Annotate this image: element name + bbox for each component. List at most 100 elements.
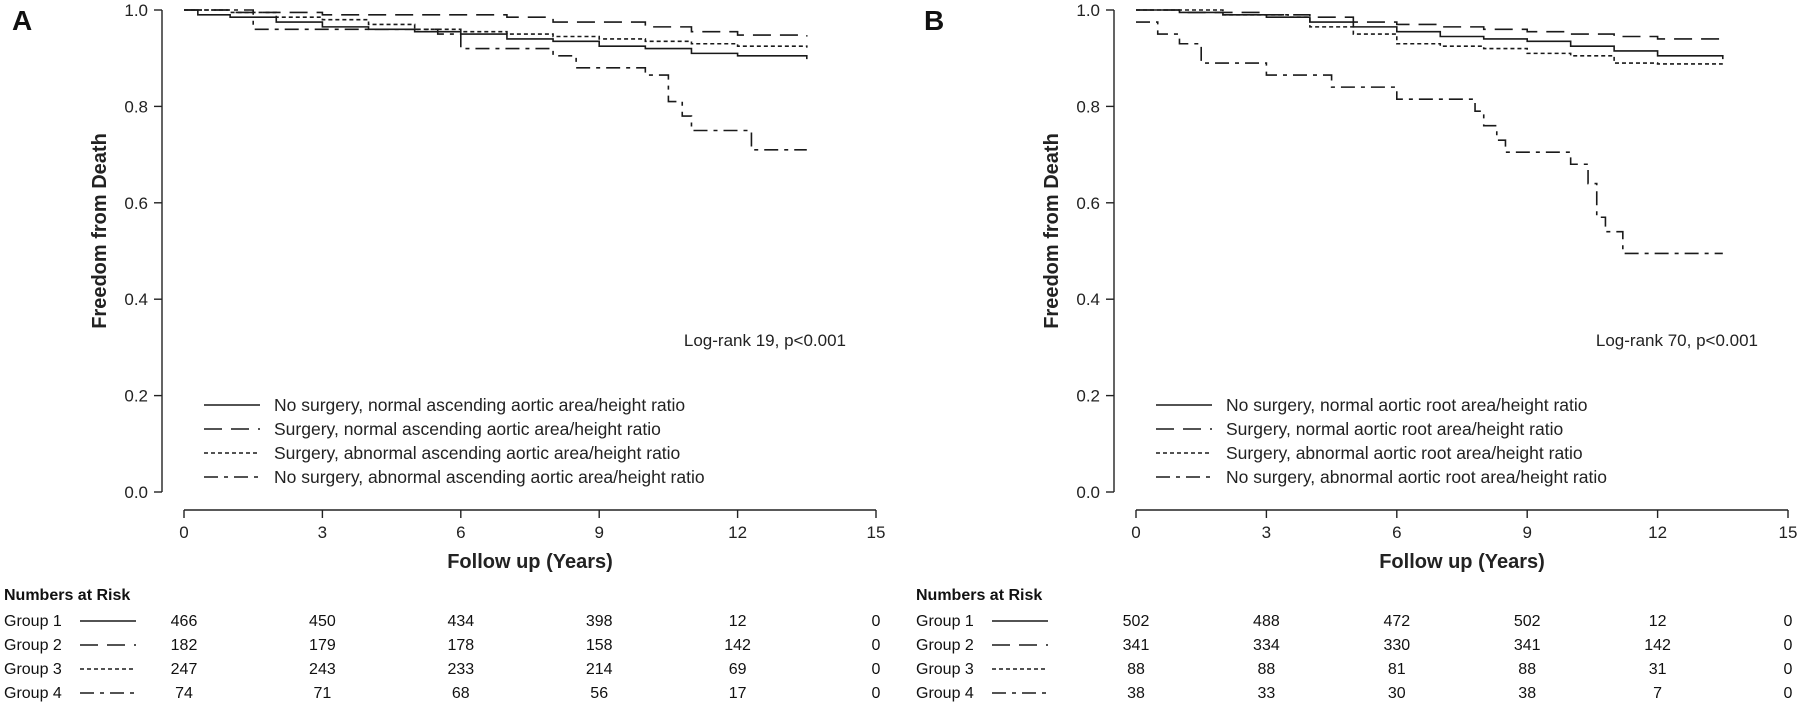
risk-cell: 158 [586,637,613,654]
risk-cell: 179 [309,637,336,654]
risk-row-label: Group 1 [916,613,974,630]
y-tick-label: 1.0 [1076,1,1100,20]
risk-cell: 341 [1123,637,1150,654]
risk-cell: 214 [586,661,613,678]
km-curve-dash-dot [184,9,807,151]
risk-cell: 68 [452,685,470,702]
risk-cell: 0 [1784,613,1793,630]
risk-cell: 12 [1649,613,1667,630]
x-tick-label: 9 [594,523,603,542]
x-tick-label: 3 [1262,523,1271,542]
x-axis-title: Follow up (Years) [447,551,613,573]
x-tick-label: 9 [1522,523,1531,542]
x-tick-label: 12 [728,523,747,542]
risk-cell: 466 [171,613,198,630]
risk-cell: 88 [1127,661,1145,678]
risk-cell: 69 [729,661,747,678]
km-curve-solid [1136,9,1724,60]
risk-cell: 502 [1123,613,1150,630]
risk-cell: 12 [729,613,747,630]
risk-table-title: Numbers at Risk [4,587,130,604]
km-curve-short-dash [184,9,808,48]
risk-cell: 0 [1784,685,1793,702]
y-axis-title: Freedom from Death [89,133,111,329]
legend-entry: No surgery, normal aortic root area/heig… [1226,395,1588,415]
risk-cell: 472 [1383,613,1410,630]
y-tick-label: 0.0 [124,483,148,502]
risk-cell: 17 [729,685,747,702]
risk-cell: 341 [1514,637,1541,654]
risk-cell: 74 [175,685,193,702]
risk-cell: 7 [1653,685,1662,702]
risk-cell: 31 [1649,661,1667,678]
legend-entry: Surgery, normal aortic root area/height … [1226,419,1563,439]
risk-cell: 38 [1127,685,1145,702]
risk-cell: 330 [1383,637,1410,654]
risk-cell: 0 [1784,637,1793,654]
risk-cell: 38 [1518,685,1536,702]
x-tick-label: 3 [318,523,327,542]
y-tick-label: 0.2 [124,387,148,406]
risk-cell: 398 [586,613,613,630]
legend-entry: Surgery, abnormal ascending aortic area/… [274,443,680,463]
risk-cell: 334 [1253,637,1280,654]
risk-cell: 450 [309,613,336,630]
log-rank-annotation: Log-rank 70, p<0.001 [1596,331,1758,350]
risk-cell: 434 [447,613,474,630]
risk-row-label: Group 3 [916,661,974,678]
risk-cell: 88 [1258,661,1276,678]
x-tick-label: 6 [1392,523,1401,542]
risk-cell: 71 [314,685,332,702]
y-tick-label: 1.0 [124,1,148,20]
risk-row-label: Group 4 [4,685,62,702]
risk-table-title: Numbers at Risk [916,587,1042,604]
risk-row-label: Group 2 [4,637,62,654]
risk-cell: 0 [1784,661,1793,678]
risk-cell: 247 [171,661,198,678]
y-tick-label: 0.4 [124,290,148,309]
legend-entry: No surgery, abnormal ascending aortic ar… [274,467,705,487]
x-tick-label: 15 [867,523,886,542]
risk-cell: 88 [1518,661,1536,678]
x-tick-label: 0 [1131,523,1140,542]
y-tick-label: 0.8 [1076,97,1100,116]
risk-cell: 33 [1258,685,1276,702]
x-tick-label: 15 [1779,523,1798,542]
risk-cell: 182 [171,637,198,654]
risk-cell: 142 [1644,637,1671,654]
y-tick-label: 0.8 [124,97,148,116]
x-tick-label: 0 [179,523,188,542]
risk-row-label: Group 1 [4,613,62,630]
risk-cell: 243 [309,661,336,678]
x-tick-label: 12 [1648,523,1667,542]
risk-cell: 0 [872,685,881,702]
y-tick-label: 0.6 [124,194,148,213]
risk-cell: 0 [872,661,881,678]
panel-b: B 0.0 0.2 0.4 0.6 0.8 1.0 0 3 6 9 12 15 Follow up (Ye… [916,1,1797,702]
km-curve-dash-dot [1136,21,1723,255]
risk-row-label: Group 3 [4,661,62,678]
legend-entry: No surgery, abnormal aortic root area/he… [1226,467,1607,487]
risk-cell: 81 [1388,661,1406,678]
risk-cell: 142 [724,637,751,654]
risk-cell: 178 [447,637,474,654]
y-tick-label: 0.6 [1076,194,1100,213]
x-tick-label: 6 [456,523,465,542]
log-rank-annotation: Log-rank 19, p<0.001 [684,331,846,350]
risk-cell: 233 [447,661,474,678]
risk-cell: 56 [590,685,608,702]
risk-cell: 488 [1253,613,1280,630]
risk-cell: 0 [872,637,881,654]
y-tick-label: 0.0 [1076,483,1100,502]
risk-cell: 0 [872,613,881,630]
risk-row-label: Group 4 [916,685,974,702]
y-tick-label: 0.4 [1076,290,1100,309]
legend-entry: Surgery, normal ascending aortic area/he… [274,419,661,439]
risk-cell: 30 [1388,685,1406,702]
panel-label: A [12,5,32,36]
legend-entry: No surgery, normal ascending aortic area… [274,395,685,415]
legend-entry: Surgery, abnormal aortic root area/heigh… [1226,443,1583,463]
km-curve-long-dash [184,9,808,37]
